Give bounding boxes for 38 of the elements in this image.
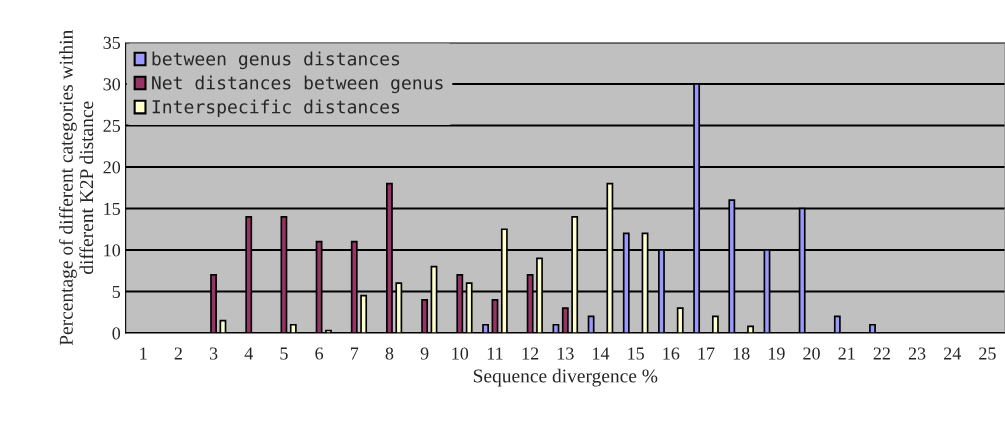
x-tick-label: 6 <box>315 347 324 360</box>
y-tick-label: 25 <box>103 119 121 132</box>
legend-label: between genus distances <box>152 51 400 70</box>
x-tick-label: 23 <box>908 347 926 360</box>
x-axis-title: Sequence divergence % <box>473 368 658 387</box>
x-tick-label: 16 <box>663 347 680 360</box>
x-tick-label: 7 <box>350 347 359 360</box>
x-tick-label: 3 <box>209 347 218 360</box>
x-tick-label: 8 <box>385 347 394 360</box>
x-tick-label: 22 <box>873 347 890 360</box>
y-tick-label: 0 <box>112 327 121 340</box>
y-tick-label: 15 <box>104 202 121 215</box>
x-tick-label: 20 <box>803 347 820 360</box>
x-tick-label: 4 <box>244 347 253 360</box>
legend-label: Net distances between genus <box>152 75 443 94</box>
y-tick-label: 20 <box>103 161 121 174</box>
y-tick-label: 30 <box>103 78 121 91</box>
x-tick-label: 5 <box>280 347 288 360</box>
x-tick-label: 9 <box>420 347 429 360</box>
x-tick-label: 19 <box>768 347 785 360</box>
y-axis-title: Percentage of different categories within different K2P distance <box>58 30 94 346</box>
x-tick-label: 18 <box>733 347 750 360</box>
x-tick-label: 21 <box>838 347 855 360</box>
y-tick-label: 10 <box>104 244 121 257</box>
x-tick-label: 14 <box>593 347 610 360</box>
x-tick-label: 25 <box>979 347 996 360</box>
x-tick-label: 17 <box>698 347 715 360</box>
legend-label: Interspecific distances <box>152 99 400 118</box>
x-tick-label: 2 <box>174 347 182 360</box>
y-tick-label: 5 <box>112 285 121 298</box>
x-tick-label: 15 <box>628 347 644 360</box>
x-tick-label: 1 <box>140 347 147 360</box>
x-tick-label: 12 <box>522 347 539 360</box>
x-tick-label: 10 <box>452 347 469 360</box>
x-tick-label: 13 <box>557 347 574 360</box>
x-tick-label: 11 <box>487 347 503 360</box>
x-tick-label: 24 <box>944 347 961 360</box>
y-tick-label: 35 <box>103 36 121 49</box>
